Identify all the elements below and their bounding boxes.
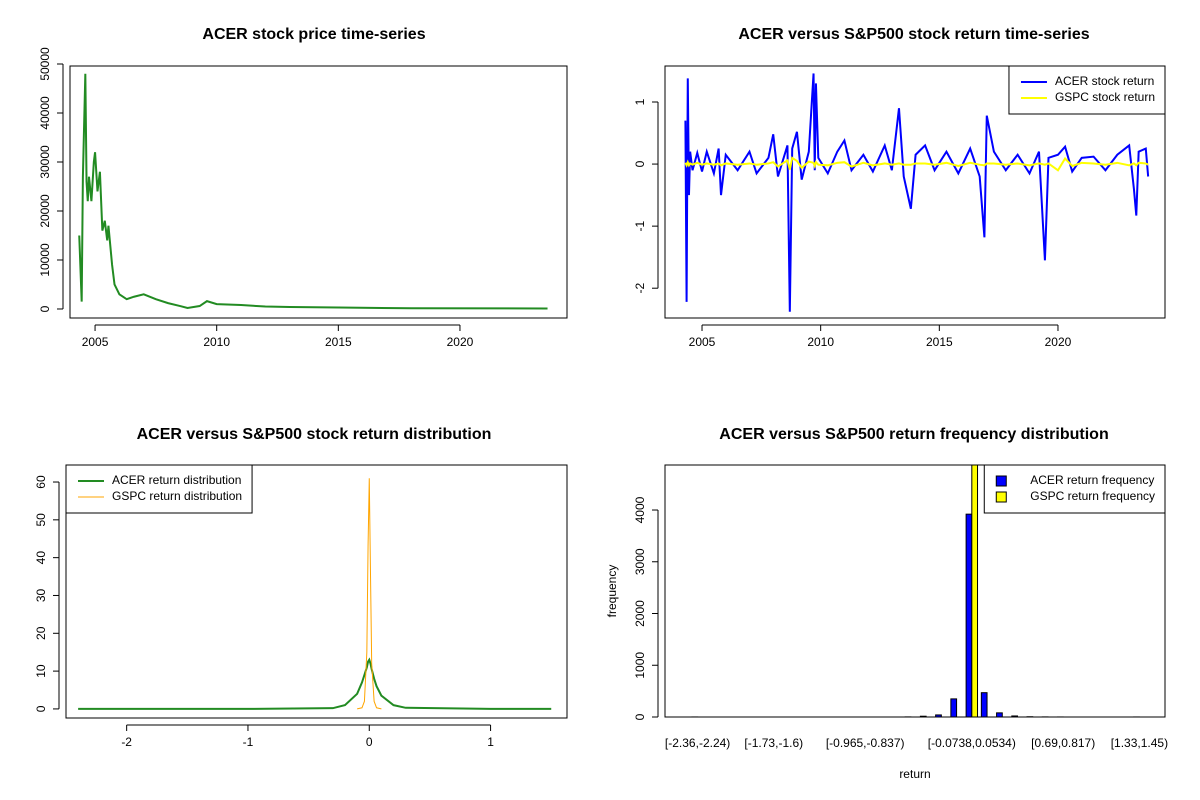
y-tick-label: -1	[633, 220, 647, 231]
y-tick-label: 30	[34, 588, 48, 602]
data-line	[78, 73, 548, 310]
x-tick-label: [-1.73,-1.6)	[744, 736, 803, 750]
x-tick-label: 2020	[1045, 335, 1072, 349]
y-tick-label: 3000	[633, 548, 647, 575]
legend-swatch	[995, 491, 1007, 503]
plot-box	[65, 464, 568, 719]
bar	[980, 692, 988, 717]
y-tick-label: -2	[633, 283, 647, 294]
y-tick-label: 1000	[633, 652, 647, 679]
y-tick-label: 30000	[38, 145, 52, 179]
x-tick-label: [1.33,1.45)	[1111, 736, 1168, 750]
data-line	[684, 73, 1150, 312]
y-tick-label: 1	[633, 98, 647, 105]
data-line	[684, 156, 1149, 172]
x-tick-label: -2	[121, 735, 132, 749]
legend: ACER return frequency GSPC return frequen…	[983, 464, 1166, 514]
legend-label: ACER return distribution	[112, 473, 241, 487]
x-tick-label: 2020	[447, 335, 474, 349]
y-tick-label: 0	[34, 705, 48, 712]
y-tick-label: 10000	[38, 243, 52, 277]
x-tick-label: 2015	[325, 335, 352, 349]
x-tick-label: 2010	[807, 335, 834, 349]
x-tick-label: 2005	[689, 335, 716, 349]
plot-box	[664, 464, 1166, 718]
y-tick-label: 0	[38, 305, 52, 312]
chart-title: ACER versus S&P500 stock return time-ser…	[738, 26, 1089, 43]
x-tick-label: 2015	[926, 335, 953, 349]
y-tick-label: 0	[633, 713, 647, 720]
y-tick-label: 50	[34, 513, 48, 527]
plot-area	[78, 73, 548, 310]
y-tick-label: 50000	[38, 47, 52, 81]
legend-label: ACER stock return	[1055, 74, 1154, 88]
chart-title: ACER stock price time-series	[202, 26, 425, 43]
legend: ACER return distribution GSPC return dist…	[65, 464, 253, 514]
legend-swatch	[995, 475, 1007, 487]
plot-area	[684, 73, 1150, 312]
y-tick-label: 10	[34, 664, 48, 678]
data-line	[78, 657, 552, 710]
chart-title: ACER versus S&P500 return frequency dist…	[719, 426, 1108, 443]
legend-label: GSPC return distribution	[112, 489, 242, 503]
y-tick-label: 2000	[633, 600, 647, 627]
x-tick-label: 2005	[82, 335, 109, 349]
x-tick-label: [-2.36,-2.24)	[665, 736, 730, 750]
legend-box	[1008, 65, 1166, 115]
legend-box	[65, 464, 253, 514]
chart-title: ACER versus S&P500 stock return distribu…	[137, 426, 492, 443]
plot-box	[69, 65, 568, 319]
y-tick-label: 20	[34, 626, 48, 640]
plot-area	[78, 478, 552, 710]
legend-label: GSPC stock return	[1055, 90, 1155, 104]
x-tick-label: -1	[243, 735, 254, 749]
bar	[996, 712, 1003, 717]
y-tick-label: 60	[34, 475, 48, 489]
legend-box	[983, 464, 1166, 514]
plot-box	[664, 65, 1166, 319]
y-tick-label: 40000	[38, 96, 52, 130]
y-tick-label: 40	[34, 551, 48, 565]
data-line	[357, 478, 382, 710]
legend: ACER stock return GSPC stock return	[1008, 65, 1166, 115]
y-tick-label: 20000	[38, 194, 52, 228]
y-tick-label: 0	[633, 160, 647, 167]
bar	[965, 513, 973, 717]
legend-label: ACER return frequency	[1030, 473, 1154, 487]
bar	[971, 465, 979, 717]
x-tick-label: [-0.965,-0.837)	[826, 736, 905, 750]
x-tick-label: 1	[487, 735, 494, 749]
x-tick-label: [0.69,0.817)	[1031, 736, 1095, 750]
x-axis-label: return	[899, 767, 930, 781]
y-axis-label: frequency	[605, 565, 619, 618]
bar	[950, 698, 958, 717]
x-tick-label: [-0.0738,0.0534)	[928, 736, 1016, 750]
x-tick-label: 0	[366, 735, 373, 749]
y-tick-label: 4000	[633, 496, 647, 523]
legend-label: GSPC return frequency	[1030, 489, 1155, 503]
x-tick-label: 2010	[203, 335, 230, 349]
